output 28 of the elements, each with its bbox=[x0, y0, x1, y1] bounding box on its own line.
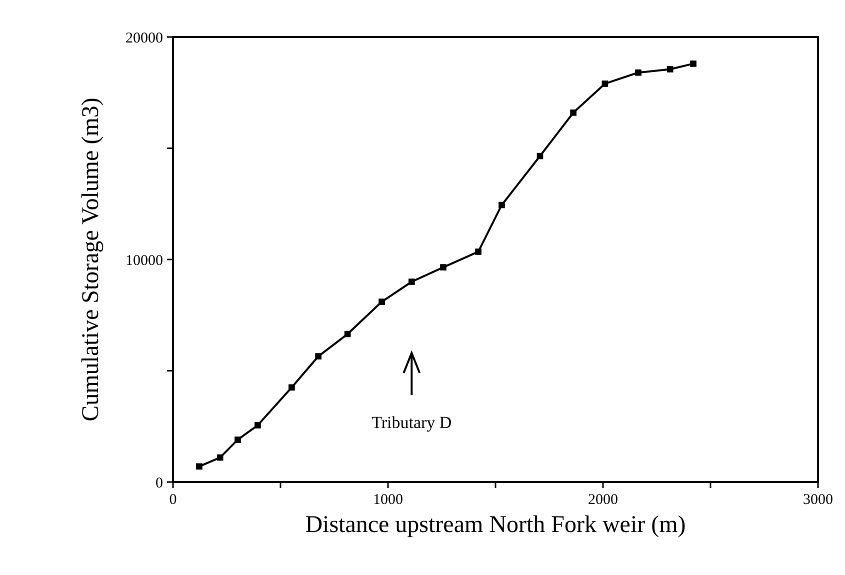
point bbox=[315, 353, 322, 360]
point bbox=[440, 264, 446, 270]
x-tick-label: 3000 bbox=[803, 492, 833, 508]
point bbox=[216, 454, 224, 461]
y-axis-title: Cumulative Storage Volume (m3) bbox=[78, 98, 104, 422]
point bbox=[378, 298, 385, 305]
point bbox=[498, 202, 505, 208]
x-tick-label: 2000 bbox=[588, 492, 618, 508]
y-tick-label: 0 bbox=[156, 475, 163, 492]
point bbox=[408, 278, 415, 285]
x-tick-label: 0 bbox=[169, 492, 177, 508]
point bbox=[475, 248, 482, 255]
point bbox=[234, 436, 241, 443]
annotation: Tributary D bbox=[372, 412, 452, 432]
x-tick-label: 1000 bbox=[373, 492, 403, 508]
point bbox=[570, 109, 576, 116]
point bbox=[602, 80, 608, 87]
y-tick-label: 10000 bbox=[126, 252, 163, 269]
point bbox=[254, 422, 261, 428]
point bbox=[635, 69, 642, 76]
point bbox=[536, 152, 544, 160]
point bbox=[666, 66, 674, 72]
y-tick-label: 20000 bbox=[126, 30, 163, 46]
point bbox=[196, 463, 202, 470]
point bbox=[344, 330, 351, 338]
point bbox=[690, 60, 696, 67]
x-axis-title: Distance upstream North Fork weir (m) bbox=[305, 512, 686, 538]
point bbox=[288, 384, 295, 391]
